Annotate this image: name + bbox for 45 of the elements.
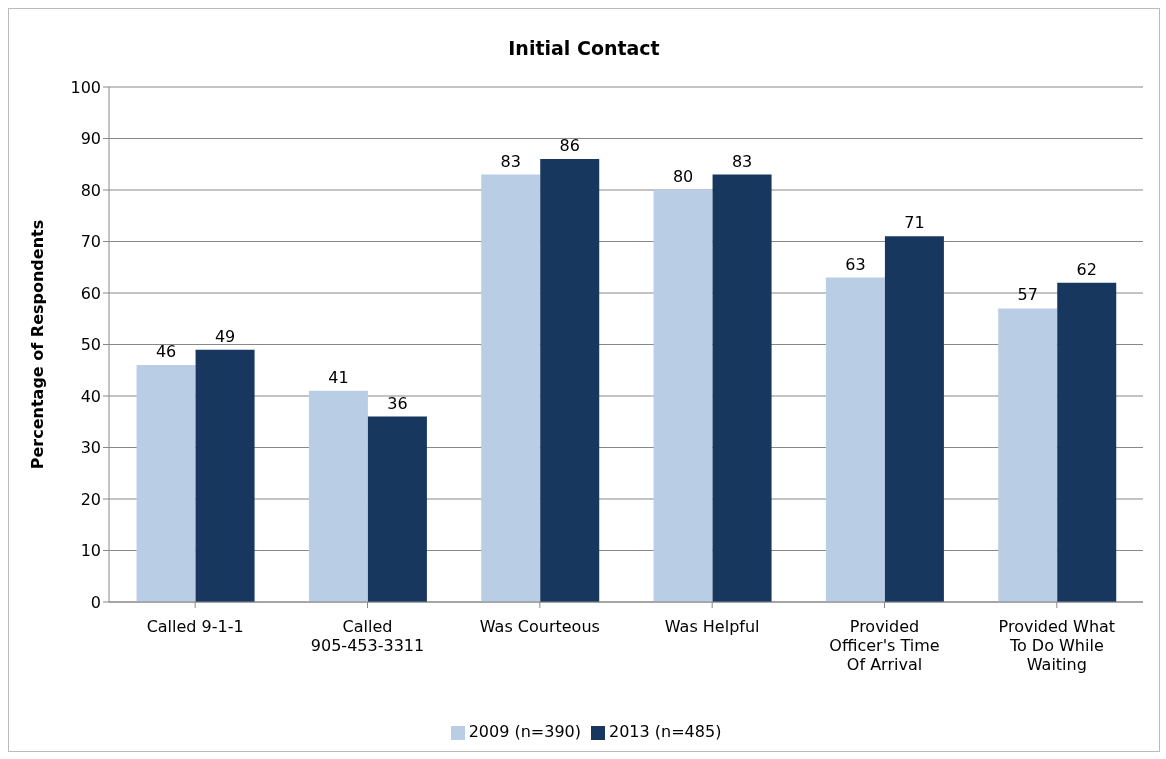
data-label: 71 (904, 213, 925, 233)
data-label: 57 (1017, 285, 1038, 305)
data-label: 49 (214, 326, 236, 346)
data-label: 86 (559, 136, 580, 156)
y-tick-label: 40 (80, 386, 101, 406)
data-label: 36 (387, 393, 408, 413)
y-axis-title: Percentage of Respondents (27, 219, 47, 470)
data-label: 63 (845, 254, 866, 274)
x-tick-label: Was Courteous (479, 617, 600, 636)
y-tick-label: 60 (80, 283, 101, 303)
x-tick-label: Provided Officer's Time Of Arrival (829, 617, 940, 674)
bar (540, 159, 600, 602)
y-tick-label: 100 (70, 77, 101, 97)
x-tick-label: Called 9-1-1 (146, 617, 244, 636)
legend-label: 2013 (n=485) (609, 722, 722, 741)
data-label: 83 (731, 151, 753, 171)
bar (1057, 282, 1117, 602)
bar (884, 236, 944, 602)
y-tick-label: 0 (90, 592, 101, 612)
data-label: 62 (1076, 259, 1097, 279)
y-tick-label: 10 (80, 541, 101, 561)
y-tick-label: 70 (80, 232, 101, 252)
data-label: 46 (155, 342, 177, 362)
y-tick-label: 50 (80, 335, 101, 355)
y-tick-label: 20 (80, 489, 101, 509)
chart-title: Initial Contact (507, 37, 661, 59)
bar (998, 308, 1058, 602)
bar (136, 365, 196, 602)
x-tick-label: Was Helpful (664, 617, 760, 636)
bar (653, 190, 713, 602)
data-label: 83 (500, 151, 521, 171)
x-tick-label: Called 905-453-3311 (310, 617, 425, 655)
data-label: 41 (328, 367, 349, 387)
y-tick-label: 30 (80, 438, 101, 458)
y-tick-label: 90 (80, 129, 101, 149)
y-tick-label: 80 (80, 180, 101, 200)
data-label: 80 (672, 167, 694, 186)
legend-label: 2009 (n=390) (468, 722, 581, 741)
bar (712, 174, 772, 602)
bar (481, 174, 541, 602)
x-tick-label: Provided What To Do While Waiting (998, 617, 1116, 674)
bar (367, 416, 427, 602)
bar (308, 390, 368, 602)
bar (825, 277, 885, 602)
bar (195, 349, 255, 602)
